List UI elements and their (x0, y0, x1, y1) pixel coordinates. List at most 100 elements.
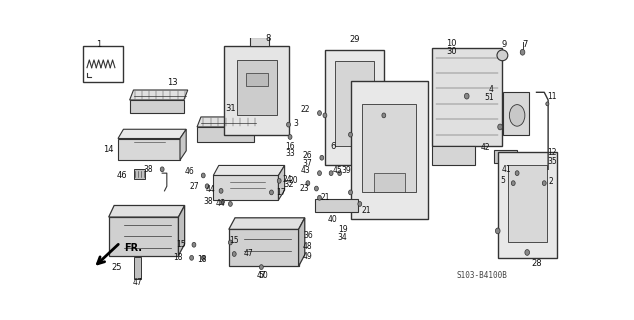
Polygon shape (508, 165, 547, 243)
Text: 21: 21 (321, 193, 330, 202)
Text: 32: 32 (283, 180, 294, 189)
Text: 24: 24 (282, 175, 292, 184)
Polygon shape (134, 169, 145, 179)
Ellipse shape (219, 188, 223, 193)
Ellipse shape (382, 113, 385, 118)
Text: 44: 44 (215, 199, 225, 208)
Polygon shape (118, 139, 180, 160)
Ellipse shape (277, 179, 281, 183)
Polygon shape (503, 92, 529, 135)
Text: FR.: FR. (124, 243, 142, 253)
Polygon shape (494, 150, 517, 163)
Ellipse shape (542, 181, 546, 186)
Polygon shape (229, 229, 299, 266)
Ellipse shape (546, 102, 549, 106)
Ellipse shape (269, 190, 273, 195)
Ellipse shape (349, 132, 353, 137)
Ellipse shape (349, 190, 353, 195)
Text: 2: 2 (548, 177, 553, 186)
Text: 1: 1 (96, 40, 101, 49)
Ellipse shape (221, 199, 224, 204)
Ellipse shape (259, 265, 263, 269)
Polygon shape (374, 173, 404, 192)
Ellipse shape (318, 196, 321, 200)
Ellipse shape (338, 171, 342, 176)
Ellipse shape (495, 228, 500, 234)
Ellipse shape (306, 181, 310, 186)
Polygon shape (246, 73, 268, 86)
Polygon shape (129, 90, 188, 100)
Text: 42: 42 (481, 143, 490, 152)
Ellipse shape (314, 186, 318, 191)
Polygon shape (325, 50, 384, 165)
Text: 18: 18 (197, 255, 207, 264)
Polygon shape (299, 218, 305, 266)
Ellipse shape (521, 49, 525, 55)
Polygon shape (315, 198, 358, 212)
Ellipse shape (358, 202, 362, 206)
Ellipse shape (320, 155, 324, 160)
Text: 21: 21 (361, 206, 371, 215)
Polygon shape (213, 165, 285, 175)
Text: 3: 3 (294, 119, 299, 128)
Bar (83, 46, 124, 82)
Text: 11: 11 (547, 92, 557, 101)
Text: 15: 15 (177, 240, 186, 249)
Text: 30: 30 (446, 47, 456, 56)
Text: 7: 7 (522, 40, 527, 49)
Text: 16: 16 (285, 142, 295, 151)
Text: 18: 18 (173, 253, 183, 262)
Ellipse shape (515, 171, 519, 176)
Polygon shape (335, 61, 374, 146)
Text: 19: 19 (338, 225, 347, 234)
Polygon shape (351, 81, 428, 219)
Polygon shape (129, 100, 184, 113)
Text: 5: 5 (501, 176, 505, 185)
Text: 15: 15 (230, 236, 239, 245)
Polygon shape (197, 117, 257, 127)
Text: 25: 25 (111, 263, 122, 272)
Text: 47: 47 (133, 278, 142, 287)
Polygon shape (432, 146, 474, 165)
Text: 46: 46 (184, 167, 194, 176)
Text: 27: 27 (190, 182, 199, 191)
Ellipse shape (202, 173, 205, 178)
Text: 13: 13 (167, 78, 178, 87)
Ellipse shape (287, 122, 290, 127)
Polygon shape (498, 152, 557, 258)
Polygon shape (236, 60, 277, 116)
Polygon shape (229, 218, 305, 229)
Text: 14: 14 (103, 145, 114, 154)
Text: 45: 45 (332, 166, 342, 175)
Polygon shape (432, 48, 501, 146)
Text: 40: 40 (328, 215, 337, 224)
Polygon shape (108, 217, 178, 256)
Text: 46: 46 (117, 171, 127, 180)
Text: 41: 41 (502, 165, 512, 174)
Text: 35: 35 (547, 157, 557, 166)
Text: S103-B4100B: S103-B4100B (457, 271, 508, 280)
Text: 37: 37 (303, 159, 313, 168)
Text: 9: 9 (501, 40, 507, 49)
Ellipse shape (323, 113, 327, 118)
Text: 12: 12 (547, 148, 557, 157)
Text: 6: 6 (330, 142, 335, 151)
Polygon shape (108, 205, 184, 217)
Ellipse shape (318, 111, 321, 116)
Text: 51: 51 (484, 93, 494, 102)
Text: 47: 47 (257, 271, 266, 280)
Text: 43: 43 (301, 166, 310, 175)
Text: 23: 23 (299, 184, 309, 193)
Polygon shape (250, 37, 269, 46)
Text: 10: 10 (446, 39, 456, 48)
Text: 31: 31 (225, 104, 236, 113)
Polygon shape (134, 257, 141, 279)
Polygon shape (278, 165, 285, 200)
Ellipse shape (228, 202, 232, 206)
Ellipse shape (288, 134, 292, 140)
Ellipse shape (228, 240, 232, 245)
Polygon shape (180, 129, 186, 160)
Ellipse shape (511, 181, 515, 186)
Text: 38: 38 (143, 165, 153, 174)
Text: 44: 44 (205, 185, 215, 194)
